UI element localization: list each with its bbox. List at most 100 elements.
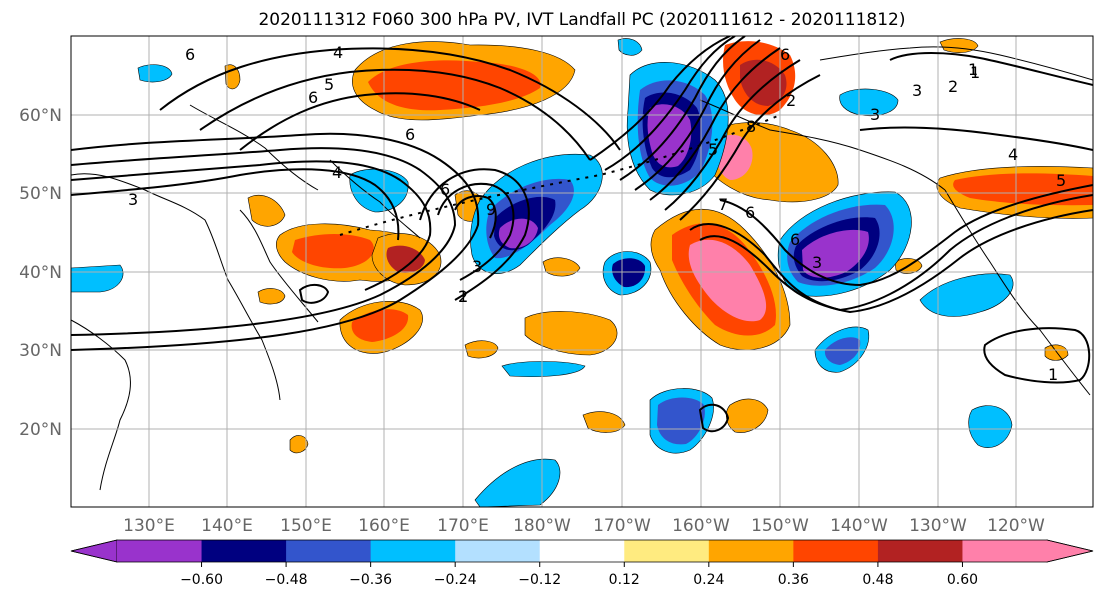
map-panel: 6 4 5 6 4 3 6 6 2 3 1 9 3 2 1 6 6 7 5 8	[70, 35, 1094, 508]
lon-label: 170°E	[437, 516, 489, 536]
contour-label: 3	[128, 190, 138, 209]
gridlines	[71, 36, 1093, 507]
contour-label: 3	[812, 253, 822, 272]
lon-label: 180°W	[513, 516, 571, 536]
colorbar-segment	[286, 540, 372, 562]
shade-orange-small10	[247, 194, 286, 227]
shade-midblue-sw	[657, 397, 705, 445]
contour-label: 2	[786, 91, 796, 110]
contour-label: 5	[1056, 171, 1066, 190]
contour-label: 1	[970, 63, 980, 82]
lon-label: 140°W	[830, 516, 888, 536]
colorbar: −0.60 −0.48 −0.36 −0.24 −0.12 0.12 0.24 0.36 0.4…	[70, 539, 1094, 588]
colorbar-extend-low	[70, 539, 118, 563]
shade-blue-alaska	[839, 88, 899, 117]
shade-orange-small6	[542, 257, 581, 277]
colorbar-tick-label: −0.24	[434, 572, 477, 588]
colorbar-segment	[455, 540, 541, 562]
lon-label: 170°W	[593, 516, 651, 536]
colorbar-segment	[539, 540, 625, 562]
contour-label: 6	[440, 180, 450, 199]
colorbar-segment	[624, 540, 710, 562]
shade-pink-gulf	[716, 134, 753, 180]
contour-label: 6	[405, 125, 415, 144]
lon-labels: 130°E 140°E 150°E 160°E 170°E 180°W 170°…	[123, 516, 1045, 536]
map-title: 2020111312 F060 300 hPa PV, IVT Landfall…	[258, 10, 905, 30]
colorbar-segment	[877, 540, 963, 562]
shade-lightblue-strip	[501, 361, 586, 377]
shade-orange-dateline	[524, 311, 618, 356]
contour-label: 6	[780, 45, 790, 64]
colorbar-tick-label: 0.60	[947, 572, 978, 588]
lon-label: 150°W	[751, 516, 809, 536]
shade-red-south-japan	[351, 309, 409, 342]
lon-label: 130°W	[909, 516, 967, 536]
contour-label: 4	[332, 163, 342, 182]
contour-label: 9	[486, 200, 496, 219]
colorbar-tick-label: 0.24	[693, 572, 724, 588]
colorbar-extend-high	[1046, 539, 1094, 563]
colorbar-segment	[793, 540, 879, 562]
colorbar-segment	[962, 540, 1048, 562]
lon-label: 120°W	[987, 516, 1045, 536]
shade-navy-dateline-low	[612, 258, 646, 288]
shade-pink-east-pac	[688, 239, 767, 322]
contour-label: 3	[472, 257, 482, 276]
colorbar-tick-label: −0.48	[265, 572, 308, 588]
lon-label: 150°E	[280, 516, 332, 536]
shade-orange-small8	[939, 38, 979, 53]
shade-red-kamchatka	[368, 60, 541, 111]
lat-label-60: 60°N	[19, 106, 62, 126]
lat-label-40: 40°N	[19, 263, 62, 283]
lat-label-30: 30°N	[19, 341, 62, 361]
contour-label: 3	[870, 105, 880, 124]
lon-label: 160°E	[358, 516, 410, 536]
contour-label: 3	[912, 81, 922, 100]
colorbar-tick-label: −0.36	[349, 572, 392, 588]
shade-orange-small2	[464, 340, 499, 359]
contour-label: 5	[708, 140, 718, 159]
lon-label: 130°E	[123, 516, 175, 536]
colorbar-segment	[117, 540, 203, 562]
contour-label: 6	[308, 88, 318, 107]
contour-label: 4	[333, 43, 343, 62]
colorbar-segment	[201, 540, 287, 562]
contour-label: 2	[458, 287, 468, 306]
shade-blue-dateline-top	[617, 38, 643, 56]
shade-blue-sw-coast	[968, 405, 1013, 448]
colorbar-tick-label: 0.48	[862, 572, 893, 588]
colorbar-frame	[70, 539, 1094, 563]
shade-red-canada	[953, 173, 1093, 206]
shade-orange-small1	[257, 288, 286, 305]
colorbar-tick-label: −0.60	[180, 572, 223, 588]
shade-blue-south	[474, 458, 561, 507]
lat-label-20: 20°N	[19, 420, 62, 440]
colorbar-tick-label: −0.12	[518, 572, 561, 588]
contour-label: 1	[1048, 365, 1058, 384]
contour-label: 8	[746, 117, 756, 136]
pv-contours	[71, 36, 1093, 433]
contour-labels: 6 4 5 6 4 3 6 6 2 3 1 9 3 2 1 6 6 7 5 8	[128, 43, 1066, 384]
shade-orange-small3	[582, 411, 626, 433]
shade-red-japan-sea	[292, 234, 374, 269]
contour-label: 6	[185, 45, 195, 64]
colorbar-tick-label: 0.12	[609, 572, 640, 588]
colorbar-tick-label: 0.36	[778, 572, 809, 588]
contour-label: 7	[718, 195, 728, 214]
shade-midblue-sub	[824, 337, 861, 365]
contour-label: 1	[458, 287, 468, 306]
shade-blue-siberia	[137, 64, 173, 83]
shade-purple-ne-pac	[802, 229, 869, 278]
contour-label: 5	[324, 75, 334, 94]
contour-label: 6	[745, 203, 755, 222]
shade-orange-small4	[289, 435, 309, 454]
colorbar-segment	[370, 540, 456, 562]
contour-label: 6	[790, 230, 800, 249]
lon-label: 140°E	[201, 516, 253, 536]
shade-blue-east	[919, 273, 1014, 317]
lon-label: 160°W	[672, 516, 730, 536]
contour-label: 4	[1008, 145, 1018, 164]
lat-label-50: 50°N	[19, 184, 62, 204]
contour-label: 1	[968, 60, 978, 79]
